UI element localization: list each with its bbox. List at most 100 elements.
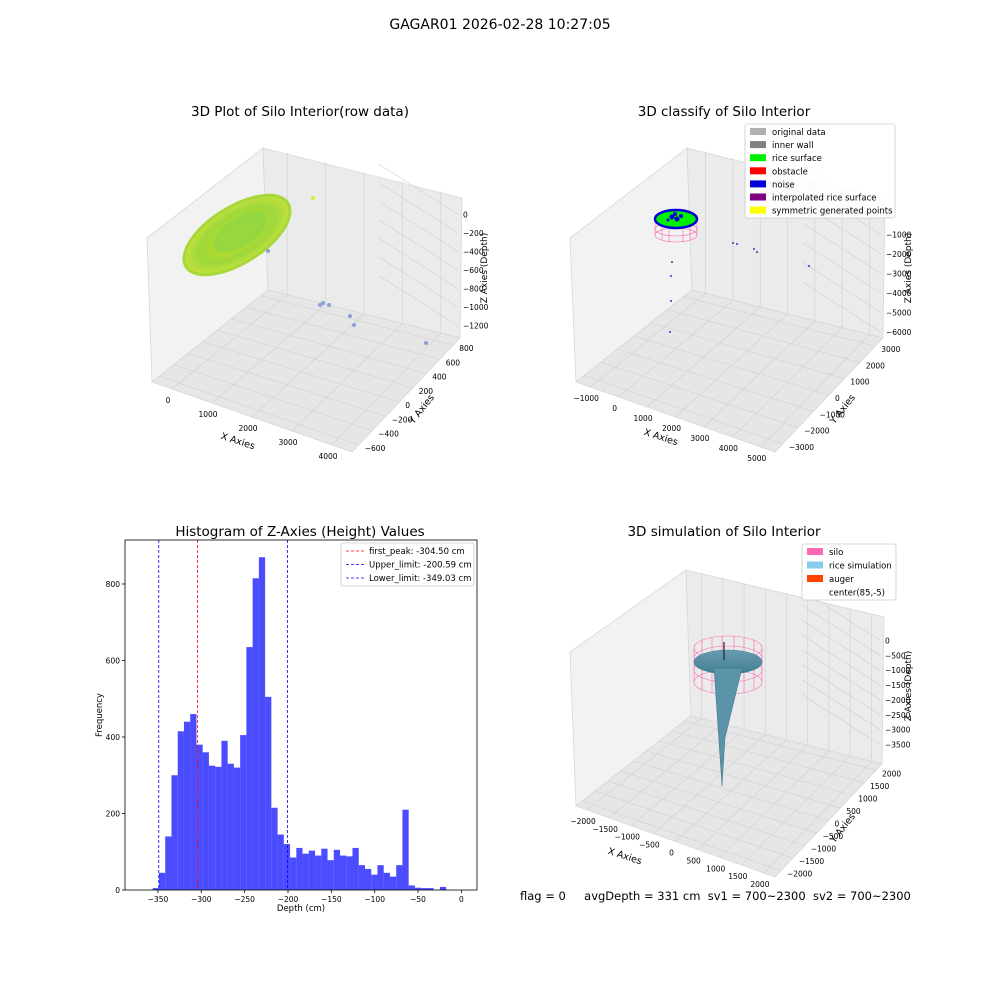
histogram-bar — [340, 855, 347, 890]
p3-legend: first_peak: -304.50 cm Upper_limit: -200.… — [340, 542, 475, 587]
histogram-bar — [221, 740, 228, 890]
legend-swatch — [750, 180, 766, 188]
p-x-tick-label: 2000 — [238, 424, 257, 433]
p1-xlabel: X Axies — [219, 431, 256, 452]
histogram-bar — [389, 876, 397, 890]
histogram-bar — [439, 886, 447, 890]
p3-x-ticks: −350 −300 −250 −200 −150 −100 −50 0 — [148, 890, 464, 904]
p-z-tick-label: −500 — [885, 651, 906, 660]
legend-label: noise — [772, 180, 795, 190]
p4-title: 3D simulation of Silo Interior — [627, 524, 821, 540]
y-tick-label: 400 — [106, 733, 121, 742]
x-tick-label: −200 — [278, 895, 299, 904]
p-x-tick-label: 3000 — [690, 434, 709, 443]
p-x-tick-label: 1000 — [198, 410, 217, 419]
histogram-bar — [371, 874, 378, 890]
legend-label: silo — [829, 548, 843, 558]
p4-zlabel: Z Axies (Depth) — [904, 651, 914, 722]
p3-ylabel: Frequency — [95, 693, 105, 737]
p-y-tick-label: 1500 — [870, 782, 889, 791]
histogram-bar — [346, 856, 353, 890]
p-z-tick-label: −1000 — [885, 666, 911, 675]
x-tick-label: −250 — [234, 895, 255, 904]
p-z-tick-label: −4000 — [886, 289, 912, 298]
p-z-tick-label: −5000 — [886, 309, 912, 318]
p-z-tick-label: −3000 — [885, 726, 911, 735]
p-z-tick-label: −3500 — [885, 741, 911, 750]
p-z-tick-label: −400 — [463, 247, 484, 256]
histogram-bar — [158, 872, 166, 890]
histogram-bar — [377, 865, 384, 890]
p-y-tick-label: −1500 — [799, 857, 825, 866]
histogram-bar — [421, 888, 428, 890]
histogram-bar — [396, 865, 403, 890]
p-z-tick-label: 0 — [463, 210, 468, 219]
legend-swatch — [807, 575, 823, 582]
histogram-bar — [202, 752, 209, 890]
legend-swatch — [750, 193, 766, 201]
p-y-tick-label: 0 — [835, 820, 840, 829]
status-flag: flag = 0 — [520, 889, 566, 903]
p-y-tick-label: −1000 — [820, 410, 846, 419]
histogram-bar — [233, 767, 241, 890]
p3-threshold-lines — [158, 540, 288, 890]
legend-label: interpolated rice surface — [772, 194, 877, 204]
p1-outliers — [266, 196, 428, 345]
p-y-tick-label: 2000 — [882, 769, 901, 778]
histogram-bar — [283, 844, 291, 890]
p-z-tick-label: −1200 — [463, 322, 489, 331]
p2-legend: original data inner wall rice surface obsta… — [744, 123, 896, 219]
p-x-tick-label: 4000 — [719, 444, 738, 453]
p-x-tick-label: 2000 — [662, 424, 681, 433]
p-y-tick-label: 400 — [432, 373, 447, 382]
p-x-tick-label: 0 — [669, 849, 674, 858]
p-z-tick-label: −3000 — [886, 270, 912, 279]
legend-label: original data — [772, 128, 826, 138]
status-line: flag = 0 avgDepth = 331 cm sv1 = 700~230… — [520, 889, 911, 903]
p-z-tick-label: −1000 — [886, 230, 912, 239]
panel-classify-3d: 3D classify of Silo Interior — [569, 104, 914, 463]
p-y-tick-label: 800 — [459, 344, 474, 353]
p4-ticks: −2000−1500−1000−5000500100015002000−2000… — [570, 636, 910, 889]
histogram-bar — [327, 860, 334, 890]
p2-zlabel: Z Axies (Depth) — [904, 233, 914, 304]
p1-title: 3D Plot of Silo Interior(row data) — [191, 104, 409, 120]
x-tick-label: −100 — [364, 895, 385, 904]
p-y-tick-label: −600 — [365, 444, 386, 453]
p1-ticks: 0 1000 2000 3000 4000 −600 −400 −200 0 200 400 600 8… — [166, 210, 489, 461]
p-y-tick-label: 600 — [446, 358, 461, 367]
histogram-bar — [302, 853, 309, 890]
p1-zlabel: Z Axies (Depth) — [480, 233, 490, 304]
p4-xlabel: X Axies — [606, 846, 643, 867]
status-sv2: sv2 = 700~2300 — [812, 889, 911, 903]
histogram-bar — [358, 865, 365, 890]
legend-swatch — [750, 128, 766, 135]
figure-suptitle: GAGAR01 2026-02-28 10:27:05 — [389, 17, 611, 33]
legend-swatch — [806, 588, 824, 596]
p-x-tick-label: −1000 — [574, 394, 600, 403]
p-y-tick-label: −2000 — [804, 427, 830, 436]
p3-y-ticks: 0 200 400 600 800 — [106, 580, 125, 895]
legend-label: Lower_limit: -349.03 cm — [369, 574, 471, 584]
histogram-bar — [252, 578, 259, 890]
p-z-tick-label: −800 — [463, 285, 484, 294]
status-avg-depth: avgDepth = 331 cm — [584, 889, 701, 903]
p-y-tick-label: −2000 — [787, 870, 813, 879]
legend-swatch — [750, 154, 766, 162]
p-y-tick-label: 500 — [846, 807, 861, 816]
histogram-bar — [427, 888, 434, 890]
x-tick-label: −350 — [148, 895, 169, 904]
histogram-bar — [277, 834, 284, 890]
p-x-tick-label: −1500 — [592, 825, 618, 834]
histogram-bar — [290, 857, 297, 890]
histogram-bar — [246, 647, 253, 890]
p-z-tick-label: −2000 — [886, 250, 912, 259]
p2-pane-floor — [575, 289, 884, 453]
histogram-bar — [321, 848, 328, 890]
histogram-bar — [152, 888, 159, 890]
x-tick-label: −300 — [191, 895, 212, 904]
p4-funnel — [713, 667, 743, 787]
legend-swatch — [807, 561, 823, 569]
p-y-tick-label: −400 — [378, 430, 399, 439]
